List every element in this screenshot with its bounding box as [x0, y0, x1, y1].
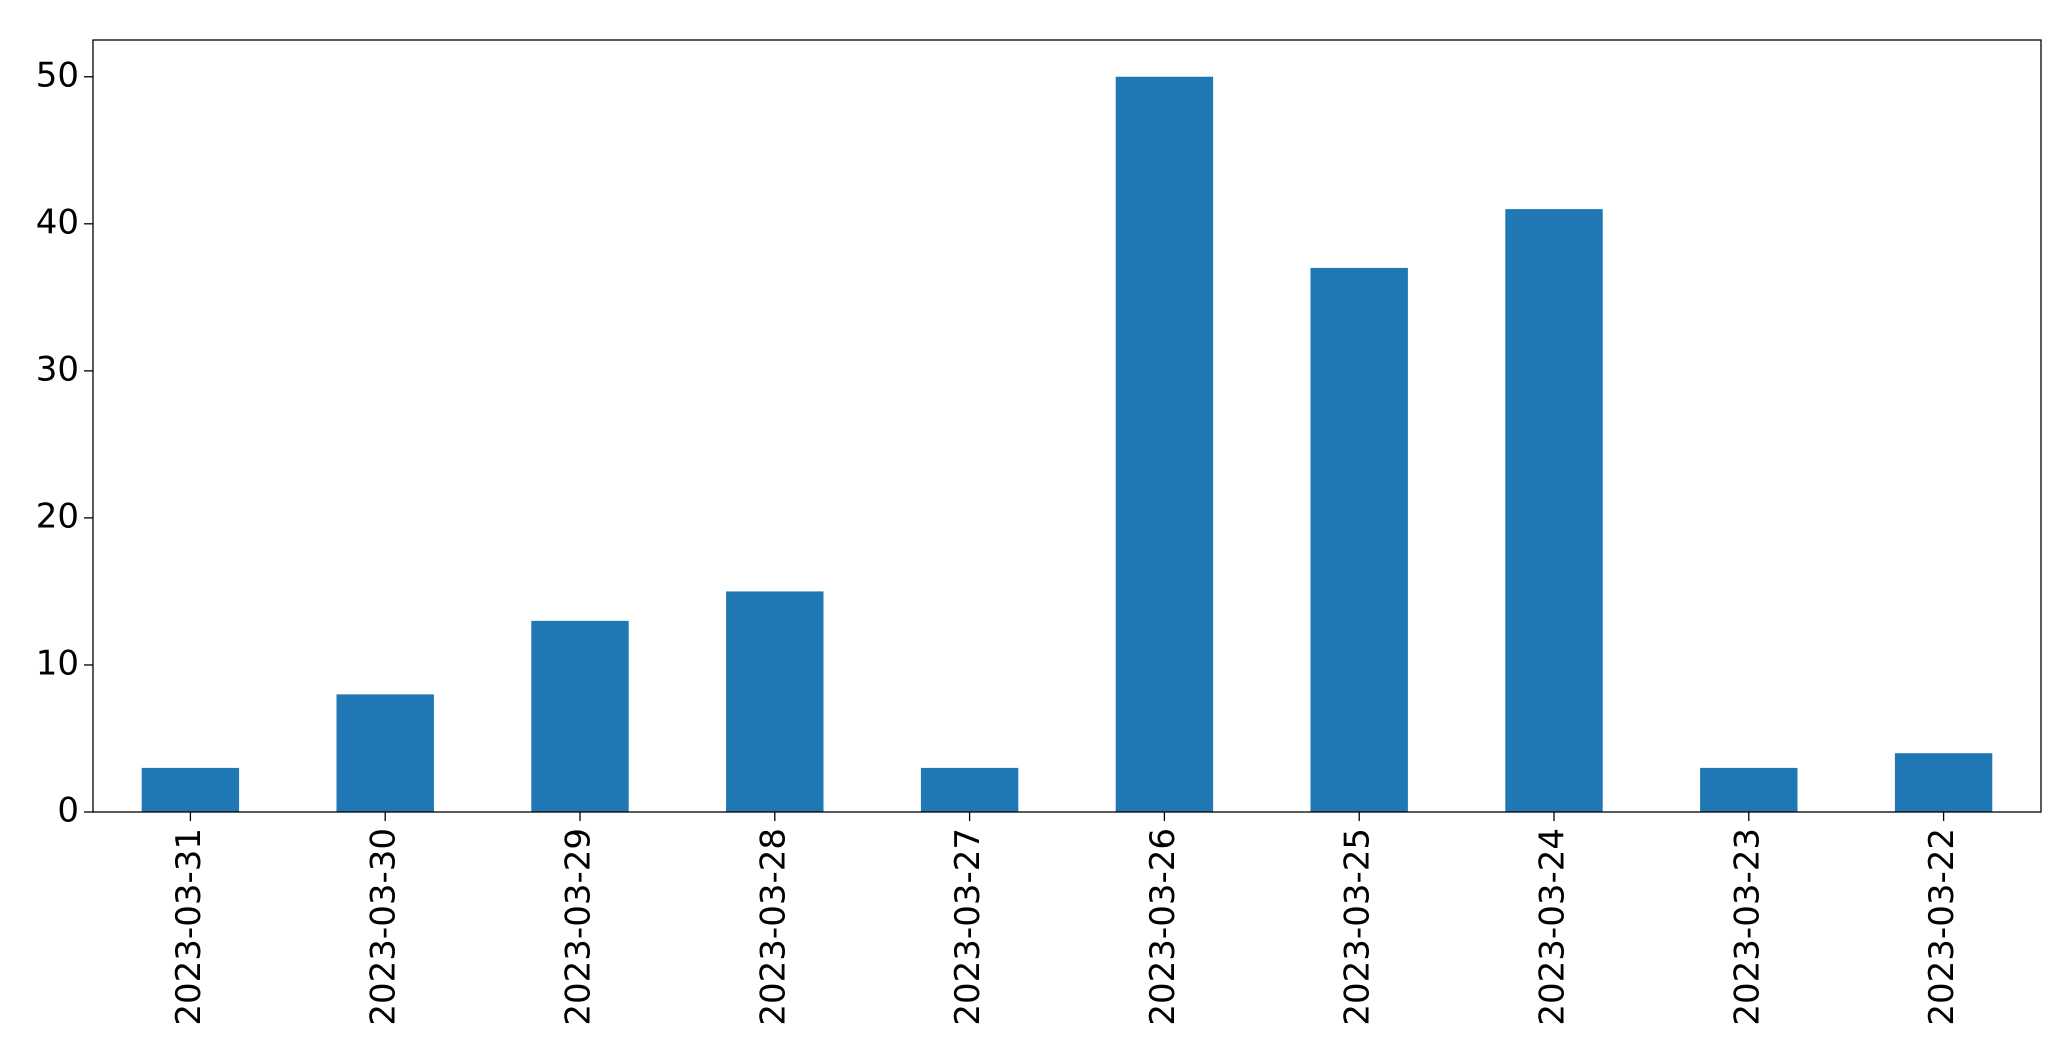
y-tick-label: 0 [57, 791, 79, 831]
bar [336, 694, 434, 812]
x-tick-label: 2023-03-30 [364, 828, 404, 1026]
bar [726, 591, 824, 812]
x-tick-label: 2023-03-25 [1338, 828, 1378, 1026]
x-tick-label: 2023-03-27 [948, 828, 988, 1026]
y-tick-label: 10 [36, 643, 79, 683]
bar [1310, 267, 1408, 812]
x-tick-label: 2023-03-23 [1727, 828, 1767, 1026]
y-tick-label: 50 [36, 55, 79, 95]
bar [1894, 753, 1993, 812]
y-tick-label: 40 [36, 202, 79, 242]
x-tick-label: 2023-03-24 [1533, 828, 1573, 1026]
bar [141, 767, 240, 812]
y-tick-label: 20 [36, 496, 79, 536]
bar [1115, 76, 1214, 812]
x-tick-label: 2023-03-29 [559, 828, 599, 1026]
bar [920, 767, 1019, 812]
x-tick-label: 2023-03-31 [169, 828, 209, 1026]
y-tick-label: 30 [36, 349, 79, 389]
x-tick-label: 2023-03-28 [753, 828, 793, 1026]
x-tick-label: 2023-03-26 [1143, 828, 1183, 1026]
x-tick-label: 2023-03-22 [1922, 828, 1962, 1026]
bar [531, 620, 629, 812]
plot-frame [92, 39, 2042, 813]
bar [1700, 767, 1798, 812]
bar [1505, 209, 1603, 813]
